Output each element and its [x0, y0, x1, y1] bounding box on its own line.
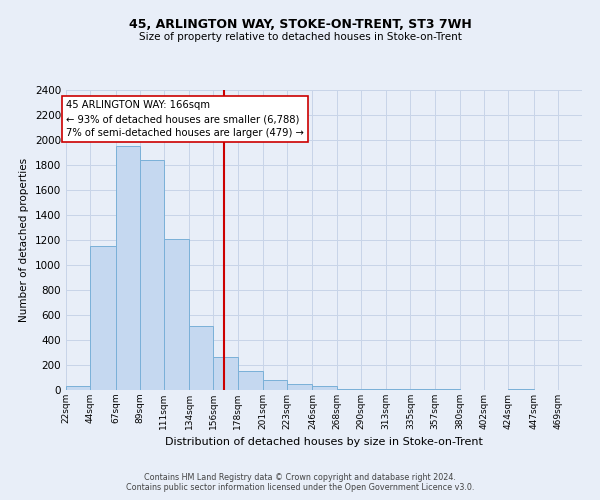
- Bar: [214, 357, 238, 390]
- Text: Size of property relative to detached houses in Stoke-on-Trent: Size of property relative to detached ho…: [139, 32, 461, 42]
- Bar: [337, 389, 361, 390]
- Text: Contains public sector information licensed under the Open Government Licence v3: Contains public sector information licen…: [126, 482, 474, 492]
- Bar: [238, 371, 263, 390]
- Bar: [90, 246, 116, 390]
- Bar: [361, 389, 386, 390]
- X-axis label: Distribution of detached houses by size in Stoke-on-Trent: Distribution of detached houses by size …: [165, 438, 483, 448]
- Y-axis label: Number of detached properties: Number of detached properties: [19, 158, 29, 322]
- Bar: [263, 380, 287, 390]
- Bar: [189, 326, 214, 390]
- Bar: [116, 146, 140, 390]
- Text: Contains HM Land Registry data © Crown copyright and database right 2024.: Contains HM Land Registry data © Crown c…: [144, 472, 456, 482]
- Text: 45 ARLINGTON WAY: 166sqm
← 93% of detached houses are smaller (6,788)
7% of semi: 45 ARLINGTON WAY: 166sqm ← 93% of detach…: [66, 100, 304, 138]
- Text: 45, ARLINGTON WAY, STOKE-ON-TRENT, ST3 7WH: 45, ARLINGTON WAY, STOKE-ON-TRENT, ST3 7…: [128, 18, 472, 30]
- Bar: [164, 239, 189, 390]
- Bar: [66, 386, 90, 390]
- Bar: [313, 386, 337, 390]
- Bar: [287, 384, 313, 390]
- Bar: [140, 160, 164, 390]
